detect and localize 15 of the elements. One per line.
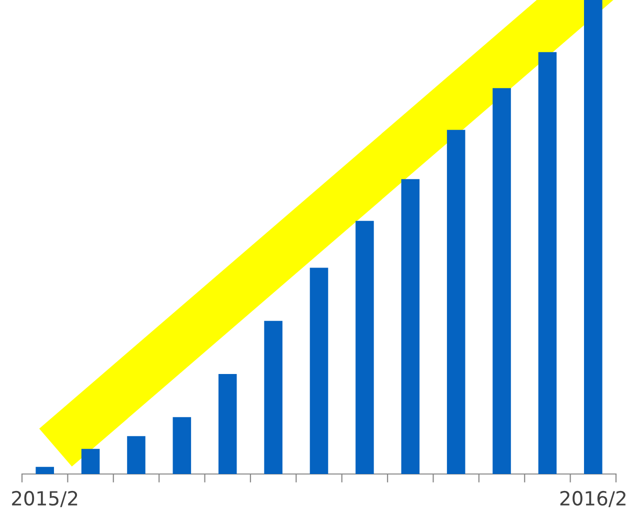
bar	[218, 374, 237, 474]
bar	[127, 436, 146, 474]
bar	[36, 466, 54, 474]
bar	[310, 268, 328, 474]
bar	[492, 88, 511, 474]
bar	[264, 320, 282, 474]
bar	[172, 417, 192, 474]
x-tick-label: 2016/2	[560, 490, 626, 508]
bar	[81, 448, 100, 474]
bar	[401, 179, 420, 474]
x-tick-label: 2015/2	[12, 490, 78, 508]
bar	[446, 130, 466, 474]
bar	[538, 52, 557, 474]
bar	[584, 0, 602, 474]
bar	[356, 220, 374, 474]
